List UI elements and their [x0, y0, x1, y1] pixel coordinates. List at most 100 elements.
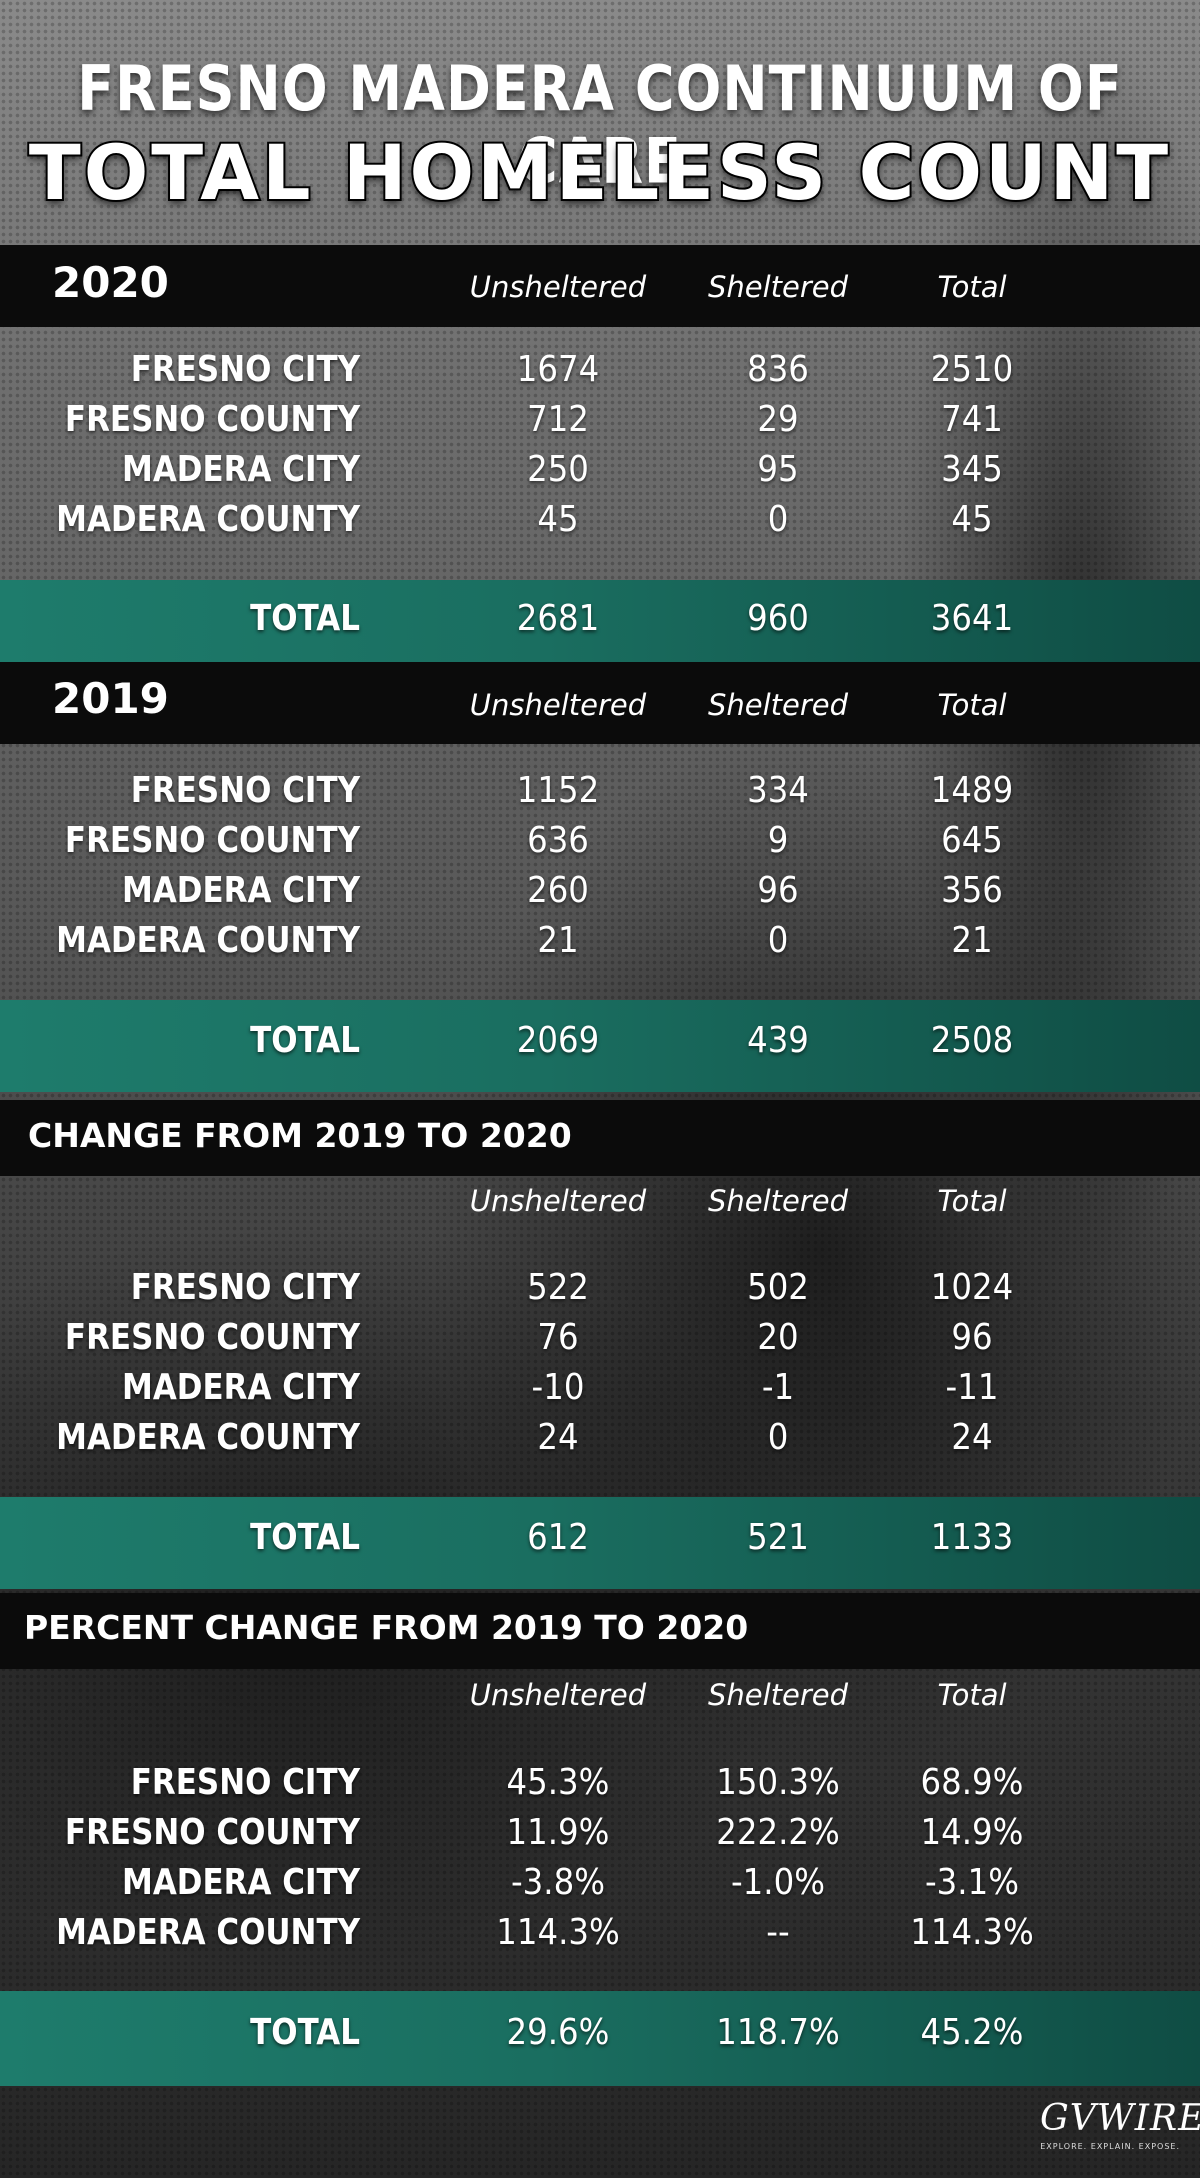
row-label: FRESNO CITY	[130, 1267, 360, 1308]
col-total-header: Total	[937, 688, 1007, 722]
total-total: 2508	[930, 1020, 1014, 1061]
cell-sheltered: 334	[747, 770, 809, 811]
row-label: MADERA CITY	[122, 870, 360, 911]
total-sheltered: 521	[747, 1517, 809, 1558]
cell-total: 356	[941, 870, 1003, 911]
section-percent-title: PERCENT CHANGE FROM 2019 TO 2020	[24, 1608, 749, 1647]
total-sheltered: 439	[747, 1020, 809, 1061]
section-2020-total-bar	[0, 580, 1200, 662]
cell-total: 1489	[930, 770, 1014, 811]
cell-unsheltered: 1674	[516, 349, 600, 390]
cell-sheltered: -1	[761, 1367, 795, 1408]
col-sheltered-header: Sheltered	[707, 688, 849, 722]
row-label: MADERA COUNTY	[56, 499, 361, 540]
section-2019-header-bar	[0, 662, 1200, 744]
cell-unsheltered: 260	[527, 870, 589, 911]
cell-total: 96	[951, 1317, 993, 1358]
cell-unsheltered: 250	[527, 449, 589, 490]
col-total-header: Total	[937, 1184, 1007, 1218]
cell-sheltered: 29	[757, 399, 799, 440]
cell-unsheltered: 11.9%	[506, 1812, 610, 1853]
section-percent-header-bar	[0, 1593, 1200, 1669]
cell-sheltered: --	[766, 1912, 790, 1953]
cell-unsheltered: 45.3%	[506, 1762, 610, 1803]
row-label: FRESNO COUNTY	[64, 1812, 360, 1853]
col-sheltered-header: Sheltered	[707, 1184, 849, 1218]
cell-total: -11	[945, 1367, 999, 1408]
row-label: FRESNO COUNTY	[64, 1317, 360, 1358]
section-change-header-bar	[0, 1100, 1200, 1176]
col-unsheltered-header: Unsheltered	[469, 688, 647, 722]
cell-unsheltered: 24	[537, 1417, 579, 1458]
col-unsheltered-header: Unsheltered	[469, 270, 647, 304]
header-subtitle: FRESNO MADERA CONTINUUM OF CARE	[77, 52, 1123, 198]
col-sheltered-header: Sheltered	[707, 1678, 849, 1712]
total-total: 3641	[930, 598, 1014, 639]
row-label: MADERA CITY	[122, 449, 360, 490]
cell-unsheltered: 522	[527, 1267, 589, 1308]
gvwire-logo: GVWIRE EXPLORE. EXPLAIN. EXPOSE.	[1040, 2098, 1200, 2158]
col-unsheltered-header: Unsheltered	[469, 1184, 647, 1218]
col-unsheltered-header: Unsheltered	[469, 1678, 647, 1712]
row-label: MADERA COUNTY	[56, 1417, 361, 1458]
cell-unsheltered: 636	[527, 820, 589, 861]
cell-sheltered: 0	[767, 499, 789, 540]
total-label: TOTAL	[250, 1517, 360, 1558]
section-2020-title: 2020	[52, 258, 169, 307]
col-sheltered-header: Sheltered	[707, 270, 849, 304]
row-label: FRESNO COUNTY	[64, 820, 360, 861]
row-label: FRESNO CITY	[130, 770, 360, 811]
total-total: 1133	[930, 1517, 1014, 1558]
cell-unsheltered: 1152	[516, 770, 600, 811]
section-2019-title: 2019	[52, 674, 169, 723]
row-label: FRESNO COUNTY	[64, 399, 360, 440]
section-2019-total-bar	[0, 1000, 1200, 1092]
cell-total: 2510	[930, 349, 1014, 390]
section-2020-header-bar	[0, 245, 1200, 327]
cell-total: 24	[951, 1417, 993, 1458]
col-total-header: Total	[937, 1678, 1007, 1712]
row-label: MADERA COUNTY	[56, 920, 361, 961]
cell-total: 45	[951, 499, 993, 540]
cell-sheltered: 9	[767, 820, 789, 861]
cell-unsheltered: 76	[537, 1317, 579, 1358]
cell-total: 741	[941, 399, 1003, 440]
logo-tagline: EXPLORE. EXPLAIN. EXPOSE.	[1040, 2142, 1180, 2151]
cell-sheltered: 502	[747, 1267, 809, 1308]
col-total-header: Total	[937, 270, 1007, 304]
cell-total: 345	[941, 449, 1003, 490]
total-sheltered: 118.7%	[716, 2012, 840, 2053]
cell-total: 14.9%	[920, 1812, 1024, 1853]
row-label: MADERA CITY	[122, 1367, 360, 1408]
row-label: MADERA CITY	[122, 1862, 360, 1903]
cell-unsheltered: 114.3%	[496, 1912, 620, 1953]
cell-sheltered: 150.3%	[716, 1762, 840, 1803]
page-header: FRESNO MADERA CONTINUUM OF CARE TOTAL HO…	[0, 0, 1200, 245]
total-unsheltered: 29.6%	[506, 2012, 610, 2053]
total-total: 45.2%	[920, 2012, 1024, 2053]
total-unsheltered: 612	[527, 1517, 589, 1558]
cell-total: 114.3%	[910, 1912, 1034, 1953]
cell-total: 21	[951, 920, 993, 961]
cell-sheltered: 95	[757, 449, 799, 490]
row-label: FRESNO CITY	[130, 349, 360, 390]
cell-total: -3.1%	[924, 1862, 1019, 1903]
cell-total: 68.9%	[920, 1762, 1024, 1803]
page-title: TOTAL HOMELESS COUNT	[27, 126, 1172, 219]
total-unsheltered: 2681	[516, 598, 600, 639]
cell-sheltered: 20	[757, 1317, 799, 1358]
cell-sheltered: 836	[747, 349, 809, 390]
cell-total: 645	[941, 820, 1003, 861]
cell-sheltered: 0	[767, 920, 789, 961]
cell-unsheltered: 45	[537, 499, 579, 540]
cell-unsheltered: -3.8%	[510, 1862, 605, 1903]
total-sheltered: 960	[747, 598, 809, 639]
cell-sheltered: -1.0%	[730, 1862, 825, 1903]
total-unsheltered: 2069	[516, 1020, 600, 1061]
cell-total: 1024	[930, 1267, 1014, 1308]
total-label: TOTAL	[250, 2012, 360, 2053]
total-label: TOTAL	[250, 1020, 360, 1061]
row-label: FRESNO CITY	[130, 1762, 360, 1803]
section-percent-total-bar	[0, 1991, 1200, 2086]
